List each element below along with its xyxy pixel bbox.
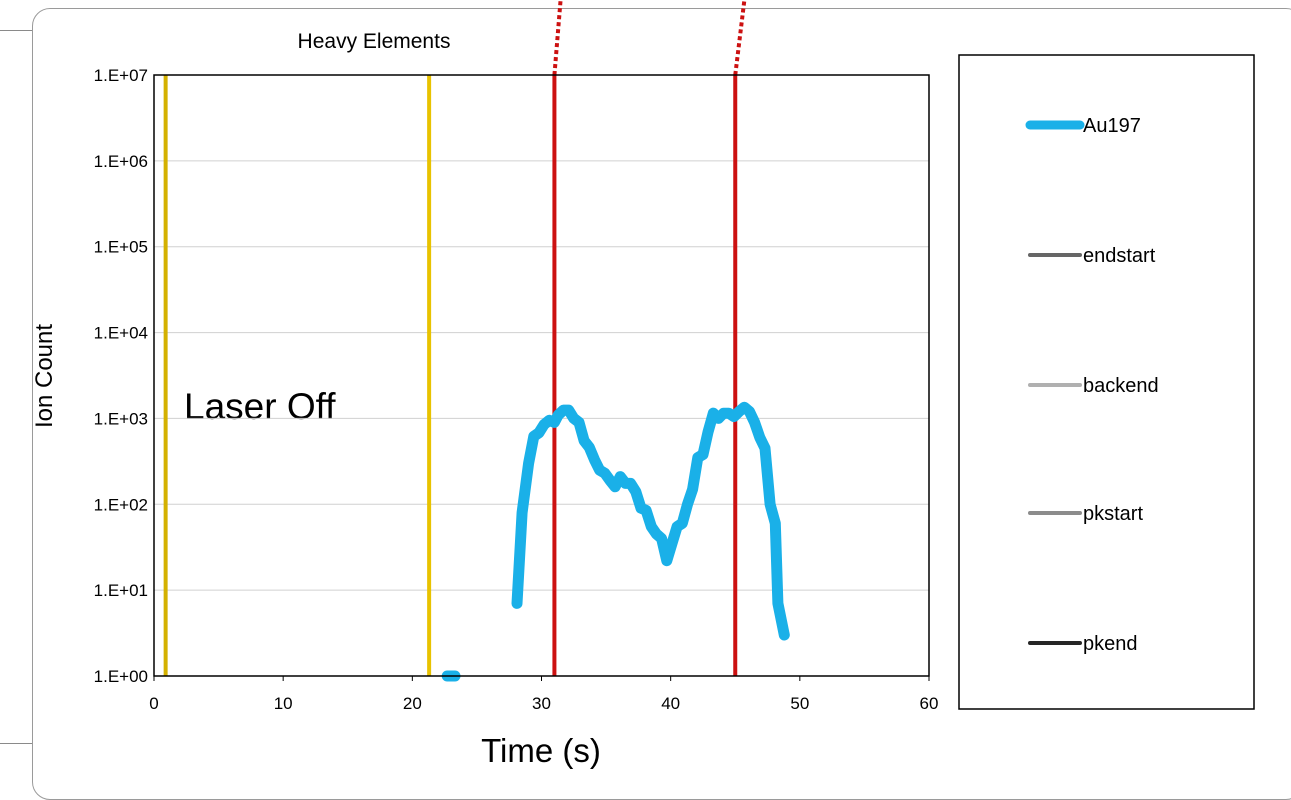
- y-tick-label: 1.E+05: [94, 238, 148, 257]
- chart-svg: Heavy Elements Time (s) Ion Count Laser …: [31, 0, 1255, 769]
- x-tick-label: 40: [661, 694, 680, 713]
- x-tick-label: 30: [532, 694, 551, 713]
- y-tick-label: 1.E+00: [94, 667, 148, 686]
- series-line-au197: [511, 401, 790, 641]
- legend-label-pkstart: pkstart: [1083, 503, 1143, 525]
- x-tick-label: 0: [149, 694, 158, 713]
- y-tick-label: 1.E+02: [94, 495, 148, 514]
- chart-title: Heavy Elements: [298, 30, 451, 53]
- x-tick-label: 50: [790, 694, 809, 713]
- legend-label-backend: backend: [1083, 375, 1159, 397]
- y-tick-label: 1.E+03: [94, 409, 148, 428]
- x-tick-label: 20: [403, 694, 422, 713]
- chart-card: [32, 8, 1291, 800]
- left-side-panel: [0, 30, 36, 744]
- y-tick-label: 1.E+07: [94, 66, 148, 85]
- legend-label-pkend: pkend: [1083, 633, 1138, 655]
- legend-label-endstart: endstart: [1083, 245, 1156, 267]
- plot-frame: [153, 74, 930, 677]
- y-axis-label: Ion Count: [31, 324, 58, 428]
- y-tick-label: 1.E+06: [94, 152, 148, 171]
- x-axis-label: Time (s): [481, 732, 601, 769]
- legend-label-Au197: Au197: [1083, 115, 1141, 137]
- pkend-dotted-extension: [733, 0, 747, 76]
- pkstart-dotted-extension: [552, 0, 563, 76]
- y-tick-label: 1.E+01: [94, 581, 148, 600]
- legend-box: [958, 54, 1255, 710]
- y-tick-label: 1.E+04: [94, 324, 148, 343]
- x-tick-label: 10: [274, 694, 293, 713]
- x-tick-label: 60: [920, 694, 939, 713]
- laser-off-annotation: Laser Off: [184, 386, 336, 427]
